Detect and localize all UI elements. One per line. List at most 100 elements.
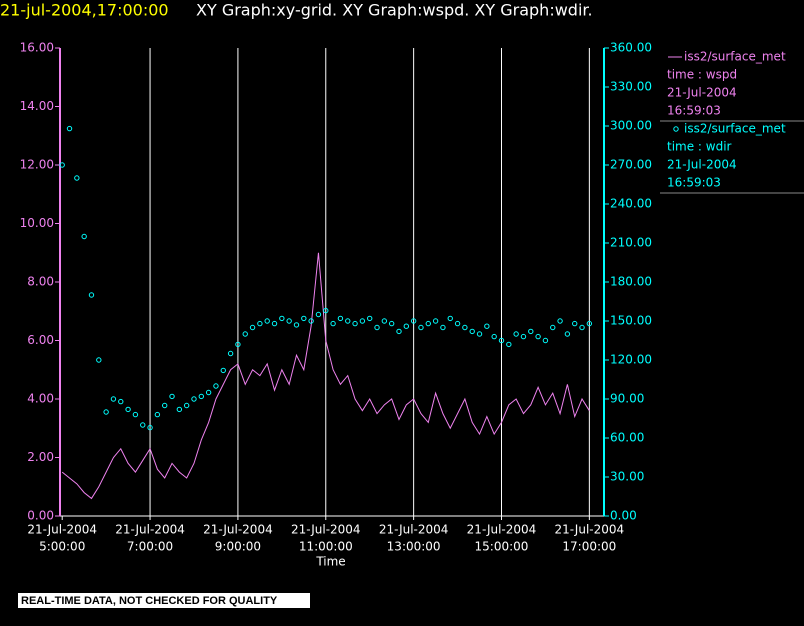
x-tick-label: 17:00:00 (562, 540, 616, 554)
series-marker (586, 320, 593, 327)
series-marker (484, 323, 490, 329)
series-line (61, 252, 590, 500)
series-marker (242, 331, 248, 337)
y-tick-label: 10.00 (20, 216, 54, 230)
series-marker (337, 315, 344, 322)
y-tick-label: 16.00 (20, 41, 54, 55)
series-marker (154, 411, 161, 418)
series-marker (249, 324, 256, 331)
series-marker (140, 422, 146, 428)
series-marker (388, 320, 395, 327)
series-marker (418, 324, 424, 331)
series-marker (257, 320, 263, 327)
x-tick-date: 21-Jul-2004 (379, 523, 449, 537)
y2-tick-label: 300.00 (610, 119, 652, 133)
y2-tick-label: 360.00 (610, 41, 652, 55)
legend-name: iss2/surface_met (684, 50, 786, 64)
x-tick-label: 15:00:00 (475, 540, 529, 554)
series-marker (557, 318, 563, 324)
series-marker (498, 337, 505, 344)
y2-tick-label: 90.00 (610, 392, 644, 406)
series-marker (315, 311, 322, 318)
series-marker (367, 315, 373, 322)
series-marker (345, 318, 351, 324)
series-marker (96, 357, 102, 363)
x-tick-label: 5:00:00 (39, 540, 85, 554)
legend-swatch (673, 126, 679, 132)
series-marker (440, 324, 446, 331)
series-marker (432, 318, 439, 324)
series-marker (293, 322, 300, 328)
series-marker (425, 320, 431, 327)
series-marker (110, 396, 117, 402)
series-marker (520, 333, 527, 340)
series-marker (118, 398, 124, 405)
series-marker (301, 315, 307, 322)
series-marker (528, 328, 534, 335)
x-tick-label: 13:00:00 (387, 540, 441, 554)
series-marker (147, 424, 153, 431)
series-marker (542, 337, 549, 344)
y2-tick-label: 240.00 (610, 197, 652, 211)
note: REAL-TIME DATA, NOT CHECKED FOR QUALITY (21, 595, 278, 607)
series-marker (279, 315, 285, 322)
series-marker (359, 318, 366, 324)
series-marker (205, 389, 212, 396)
chart-subtitle: XY Graph:xy-grid. XY Graph:wspd. XY Grap… (196, 1, 593, 20)
x-tick-date: 21-Jul-2004 (115, 523, 185, 537)
series-marker (81, 233, 87, 240)
legend-detail: 16:59:03 (667, 176, 721, 190)
series-marker (198, 393, 205, 400)
series-marker (447, 315, 453, 322)
series-marker (410, 318, 417, 324)
legend-detail: 16:59:03 (667, 104, 721, 118)
legend-detail: time : wspd (667, 68, 737, 82)
series-marker (220, 367, 226, 374)
x-tick-label: 11:00:00 (299, 540, 353, 554)
series-marker (506, 341, 512, 348)
y-tick-label: 8.00 (27, 275, 54, 289)
y2-tick-label: 210.00 (610, 236, 652, 250)
series-marker (169, 393, 175, 400)
y2-tick-label: 120.00 (610, 353, 652, 367)
series-marker (330, 320, 336, 327)
series-marker (88, 292, 95, 298)
series-marker (491, 333, 497, 340)
series-marker (374, 324, 380, 331)
legend-name: iss2/surface_met (684, 122, 786, 136)
y-tick-label: 2.00 (27, 450, 54, 464)
y-tick-label: 12.00 (20, 158, 54, 172)
series-marker (476, 331, 483, 337)
y-tick-label: 6.00 (27, 333, 54, 347)
series-marker (454, 320, 461, 327)
series-marker (227, 350, 234, 357)
y-tick-label: 0.00 (27, 509, 54, 523)
series-marker (286, 318, 292, 324)
x-tick-date: 21-Jul-2004 (467, 523, 537, 537)
y-tick-label: 14.00 (20, 99, 54, 113)
series-marker (132, 411, 139, 418)
series-marker (550, 324, 556, 331)
series-marker (103, 409, 109, 415)
legend-detail: time : wdir (667, 140, 732, 154)
y2-tick-label: 0.00 (610, 509, 637, 523)
x-axis-label: Time (315, 555, 345, 569)
y-tick-label: 4.00 (27, 392, 54, 406)
x-tick-date: 21-Jul-2004 (291, 523, 361, 537)
chart-title: 21-jul-2004,17:00:00 (0, 1, 169, 20)
series-marker (176, 406, 183, 413)
series-marker (323, 307, 329, 314)
series-marker (564, 331, 571, 337)
series-marker (513, 331, 519, 337)
series-marker (535, 333, 541, 340)
note-box (18, 593, 310, 608)
series-marker (352, 320, 358, 327)
x-tick-date: 21-Jul-2004 (203, 523, 273, 537)
series-marker (308, 318, 314, 324)
legend-detail: 21-Jul-2004 (667, 158, 737, 172)
series-marker (74, 175, 80, 181)
series-marker (191, 396, 197, 402)
series-marker (235, 341, 241, 348)
series-marker (125, 406, 131, 413)
